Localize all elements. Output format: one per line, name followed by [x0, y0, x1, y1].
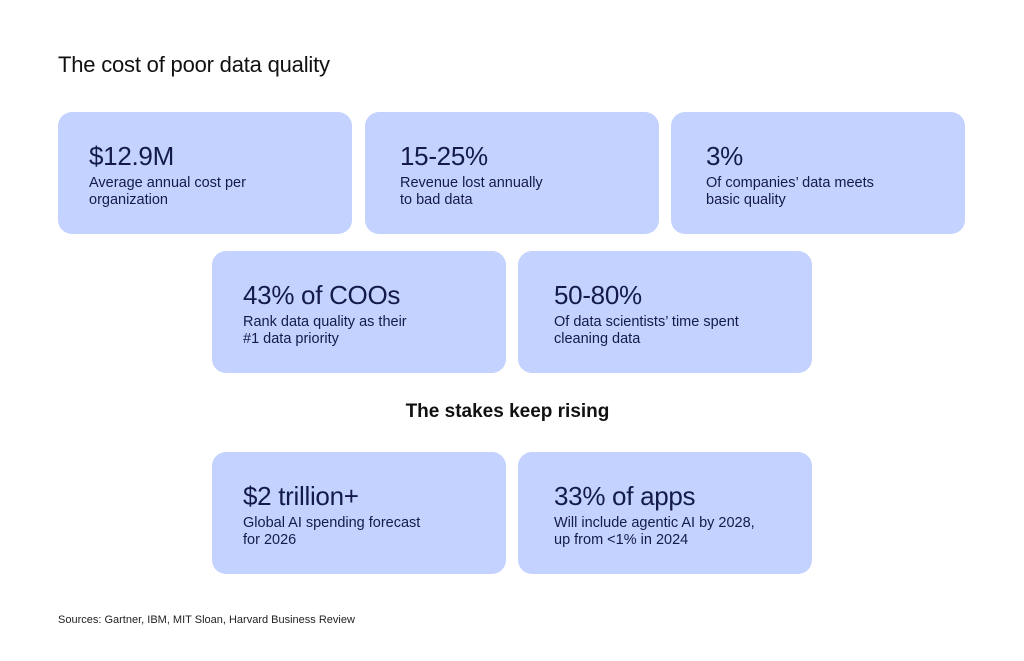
stat-value: $12.9M: [89, 141, 174, 171]
stat-description-line: cleaning data: [554, 331, 641, 347]
stat-description-line: organization: [89, 192, 168, 208]
stat-description: Global AI spending forecast for 2026: [243, 515, 473, 549]
stat-description: Will include agentic AI by 2028, up from…: [554, 515, 784, 549]
sources-note: Sources: Gartner, IBM, MIT Sloan, Harvar…: [58, 614, 355, 626]
stat-card-ai-spending: $2 trillion+ Global AI spending forecast…: [212, 452, 506, 574]
stat-value: 33% of apps: [554, 481, 696, 511]
stat-card-revenue-lost: 15-25% Revenue lost annually to bad data: [365, 112, 659, 234]
stat-description-line: #1 data priority: [243, 331, 339, 347]
stat-description-line: Rank data quality as their: [243, 314, 407, 330]
stat-description-line: for 2026: [243, 532, 297, 548]
stat-description: Of companies’ data meets basic quality: [706, 175, 936, 209]
page-title: The cost of poor data quality: [58, 52, 330, 77]
stat-description-line: Global AI spending forecast: [243, 515, 421, 531]
stat-value: 3%: [706, 141, 743, 171]
stat-description-line: Revenue lost annually: [400, 175, 543, 191]
stat-description-line: basic quality: [706, 192, 786, 208]
stat-description-line: to bad data: [400, 192, 473, 208]
stat-value: 43% of COOs: [243, 280, 401, 310]
section-title: The stakes keep rising: [405, 401, 610, 422]
stat-card-agentic-apps: 33% of apps Will include agentic AI by 2…: [518, 452, 812, 574]
stat-value: $2 trillion+: [243, 481, 359, 511]
stat-description-line: Average annual cost per: [89, 175, 246, 191]
stat-description-line: up from <1% in 2024: [554, 532, 689, 548]
stat-description-line: Of data scientists’ time spent: [554, 314, 739, 330]
stat-value: 15-25%: [400, 141, 488, 171]
stat-card-data-scientists: 50-80% Of data scientists’ time spent cl…: [518, 251, 812, 373]
stat-value: 50-80%: [554, 280, 642, 310]
stat-description: Of data scientists’ time spent cleaning …: [554, 314, 784, 348]
stat-card-annual-cost: $12.9M Average annual cost per organizat…: [58, 112, 352, 234]
stat-description-line: Of companies’ data meets: [706, 175, 874, 191]
stat-card-data-quality: 3% Of companies’ data meets basic qualit…: [671, 112, 965, 234]
stat-description-line: Will include agentic AI by 2028,: [554, 515, 755, 531]
stat-description: Revenue lost annually to bad data: [400, 175, 630, 209]
stat-description: Rank data quality as their #1 data prior…: [243, 314, 473, 348]
stat-card-coos: 43% of COOs Rank data quality as their #…: [212, 251, 506, 373]
stat-description: Average annual cost per organization: [89, 175, 319, 209]
